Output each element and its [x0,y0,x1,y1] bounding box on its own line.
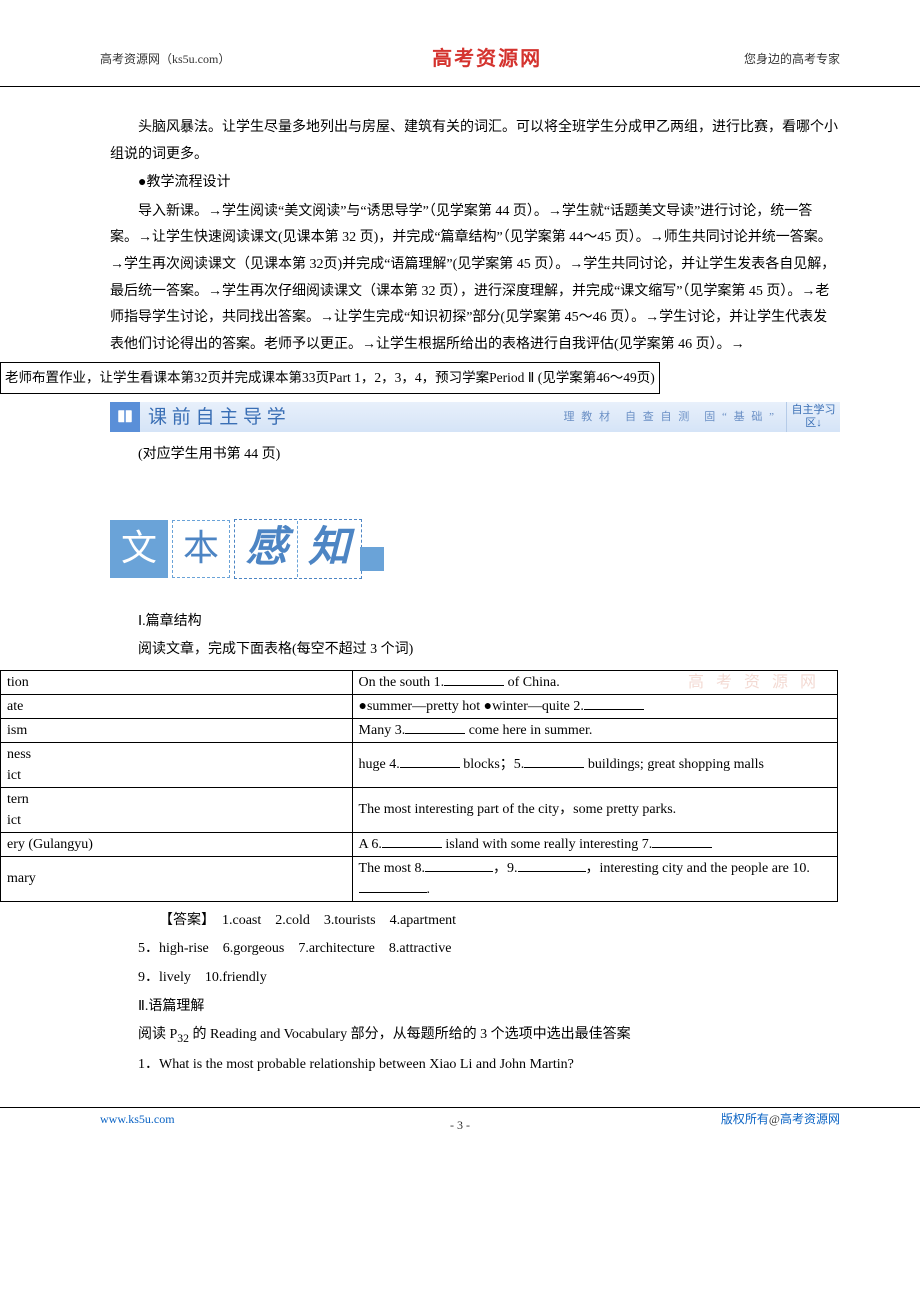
banner-subtitle: 理 教 材 自 查 自 测 固 “ 基 础 ” [296,402,786,432]
table-cell-left: tion [1,670,353,694]
page-footer: www.ks5u.com - 3 - 版权所有@高考资源网 [0,1107,920,1131]
table-cell-right: ●summer—pretty hot ●winter—quite 2. [352,694,837,718]
table-cell-left: mary [1,856,353,901]
table-cell-left: ness ict [1,742,353,787]
banner-title: 课 前 自 主 导 学 [140,402,296,432]
char-ben: 本 [172,520,230,578]
section2-q1: 1．What is the most probable relationship… [110,1052,840,1079]
answers-line1: 【答案】 1.coast 2.cold 3.tourists 4.apartme… [110,908,840,935]
banner-endbox: 自主学习区↓ [786,402,840,432]
table-cell-right: The most interesting part of the city，so… [352,787,837,832]
answers-line3: 9．lively 10.friendly [110,965,840,992]
table-row: tern ict The most interesting part of th… [1,787,838,832]
page-header: 高考资源网（ks5u.com） 高考资源网 您身边的高考专家 [0,40,920,87]
table-cell-left: ate [1,694,353,718]
paragraph-flow-body: 导入新课。→学生阅读“美文阅读”与“诱思导学”（见学案第 44 页）。→学生就“… [110,199,840,359]
header-left-text: 高考资源网（ks5u.com） [100,48,230,71]
footer-page-number: - 3 - [450,1114,470,1137]
boxed-homework-line: 老师布置作业，让学生看课本第32页并完成课本第33页Part 1，2，3，4，预… [0,362,660,394]
paragraph-brainstorm: 头脑风暴法。让学生尽量多地列出与房屋、建筑有关的词汇。可以将全班学生分成甲乙两组… [110,115,840,168]
table-row: ery (Gulangyu) A 6. island with some rea… [1,832,838,856]
section2-instruction: 阅读 P32 的 Reading and Vocabulary 部分，从每题所给… [110,1022,840,1050]
table-cell-left: ery (Gulangyu) [1,832,353,856]
table-row: mary The most 8.，9.，interesting city and… [1,856,838,901]
table-cell-left: tern ict [1,787,353,832]
table-cell-right: On the south 1. of China. [352,670,837,694]
table-cell-right: A 6. island with some really interesting… [352,832,837,856]
table-row: ate ●summer—pretty hot ●winter—quite 2. [1,694,838,718]
paragraph-flow-label: ●教学流程设计 [110,170,840,197]
footer-url: www.ks5u.com [100,1108,175,1131]
table-cell-right: The most 8.，9.，interesting city and the … [352,856,837,901]
section2-title: Ⅱ.语篇理解 [110,994,840,1021]
char-wen: 文 [110,520,168,578]
section1-instruction: 阅读文章，完成下面表格(每空不超过 3 个词) [110,637,840,664]
char-zhi: 知 [298,521,360,577]
ganzhi-wrap: 感 知 [234,519,362,579]
section1-title: Ⅰ.篇章结构 [110,609,840,636]
header-center-title: 高考资源网 [432,40,542,78]
heading-tail-block [360,547,384,571]
banner-book-icon [110,402,140,432]
answers-line2: 5．high-rise 6.gorgeous 7.architecture 8.… [110,936,840,963]
header-right-text: 您身边的高考专家 [744,48,840,71]
table-row: tion On the south 1. of China. [1,670,838,694]
table-row: ness ict huge 4. blocks；5. buildings; gr… [1,742,838,787]
section-banner-preclass: 课 前 自 主 导 学 理 教 材 自 查 自 测 固 “ 基 础 ” 自主学习… [110,402,840,432]
table-cell-right: huge 4. blocks；5. buildings; great shopp… [352,742,837,787]
footer-copyright: 版权所有@高考资源网 [721,1108,840,1131]
table-cell-left: ism [1,718,353,742]
fill-blank-table: tion On the south 1. of China. ate ●summ… [0,670,838,902]
table-cell-right: Many 3. come here in summer. [352,718,837,742]
after-banner-note: (对应学生用书第 44 页) [110,442,840,469]
table-row: ism Many 3. come here in summer. [1,718,838,742]
wenben-ganzhi-heading: 文 本 感 知 [110,519,920,579]
char-gan: 感 [236,521,298,577]
